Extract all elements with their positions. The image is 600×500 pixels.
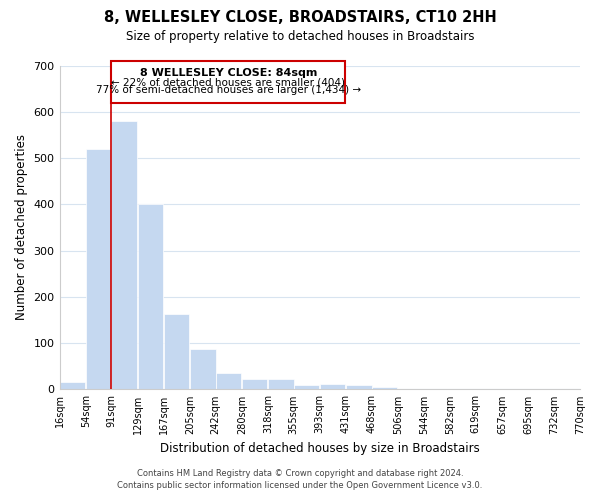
Bar xyxy=(293,385,319,390)
Bar xyxy=(86,149,112,390)
Bar xyxy=(346,385,371,390)
Text: 8, WELLESLEY CLOSE, BROADSTAIRS, CT10 2HH: 8, WELLESLEY CLOSE, BROADSTAIRS, CT10 2H… xyxy=(104,10,496,25)
Text: Contains HM Land Registry data © Crown copyright and database right 2024.
Contai: Contains HM Land Registry data © Crown c… xyxy=(118,468,482,490)
Bar xyxy=(268,379,293,390)
Text: ← 22% of detached houses are smaller (404): ← 22% of detached houses are smaller (40… xyxy=(112,77,346,87)
FancyBboxPatch shape xyxy=(112,61,346,102)
Bar xyxy=(190,349,215,390)
Bar xyxy=(398,388,424,390)
Bar xyxy=(112,121,137,390)
Bar xyxy=(242,379,268,390)
Bar xyxy=(320,384,346,390)
Y-axis label: Number of detached properties: Number of detached properties xyxy=(15,134,28,320)
Bar xyxy=(59,382,85,390)
Bar xyxy=(215,373,241,390)
Text: Size of property relative to detached houses in Broadstairs: Size of property relative to detached ho… xyxy=(126,30,474,43)
Bar xyxy=(164,314,190,390)
Bar xyxy=(371,387,397,390)
X-axis label: Distribution of detached houses by size in Broadstairs: Distribution of detached houses by size … xyxy=(160,442,479,455)
Bar xyxy=(137,204,163,390)
Text: 8 WELLESLEY CLOSE: 84sqm: 8 WELLESLEY CLOSE: 84sqm xyxy=(140,68,317,78)
Text: 77% of semi-detached houses are larger (1,434) →: 77% of semi-detached houses are larger (… xyxy=(96,86,361,96)
